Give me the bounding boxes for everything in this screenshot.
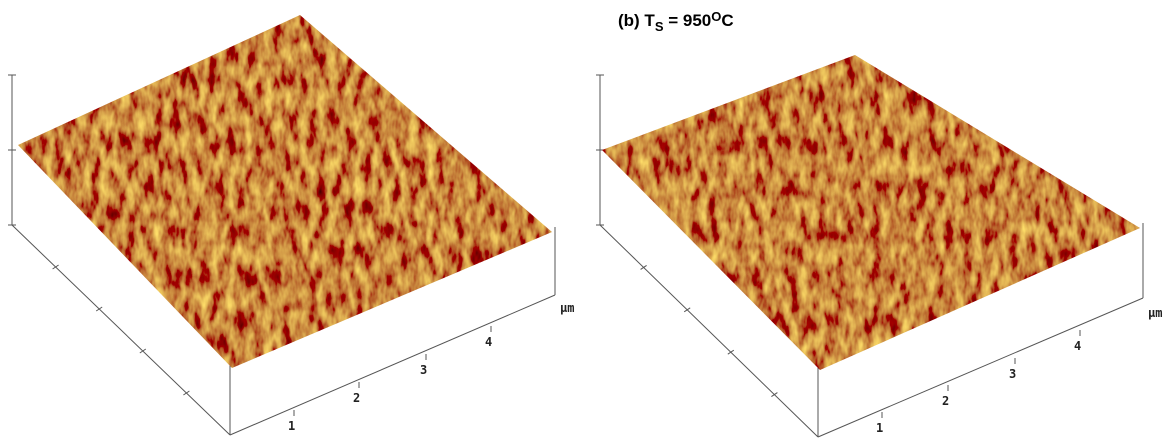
y-tick bbox=[95, 306, 103, 312]
axis-unit: µm bbox=[560, 301, 574, 315]
axis-unit: µm bbox=[1148, 306, 1162, 320]
base-left bbox=[599, 224, 819, 438]
afm-panel: 1 2 3 4 µm bbox=[8, 15, 574, 436]
x-tick-label: 1 bbox=[876, 421, 883, 435]
afm-surface bbox=[18, 15, 552, 368]
x-tick-label: 3 bbox=[420, 363, 427, 377]
base-right bbox=[229, 294, 556, 436]
y-tick bbox=[139, 348, 147, 354]
figure-title: (b) TS = 950OC bbox=[618, 9, 734, 34]
y-tick bbox=[640, 264, 647, 270]
title-part: (b) T bbox=[618, 11, 655, 30]
x-tick-label: 4 bbox=[485, 335, 492, 349]
y-tick bbox=[727, 349, 735, 355]
panels: 1 2 3 4 µm 1 2 3 4 µm bbox=[8, 15, 1162, 438]
title-superscript: O bbox=[711, 9, 721, 24]
x-tick-label: 2 bbox=[353, 391, 360, 405]
title-part: C bbox=[721, 11, 733, 30]
x-tick-label: 3 bbox=[1009, 367, 1016, 381]
x-tick-label: 1 bbox=[288, 419, 295, 433]
title-subscript: S bbox=[655, 19, 664, 34]
x-tick-label: 4 bbox=[1074, 339, 1081, 353]
afm-panel: 1 2 3 4 µm bbox=[596, 55, 1162, 438]
y-tick bbox=[683, 307, 691, 313]
afm-surface bbox=[602, 55, 1140, 370]
y-tick bbox=[52, 264, 59, 270]
y-tick bbox=[183, 390, 190, 396]
title-part: = 950 bbox=[664, 11, 712, 30]
base-left bbox=[11, 224, 231, 436]
base-right bbox=[817, 297, 1144, 438]
x-tick-label: 2 bbox=[942, 394, 949, 408]
y-tick bbox=[771, 392, 778, 398]
